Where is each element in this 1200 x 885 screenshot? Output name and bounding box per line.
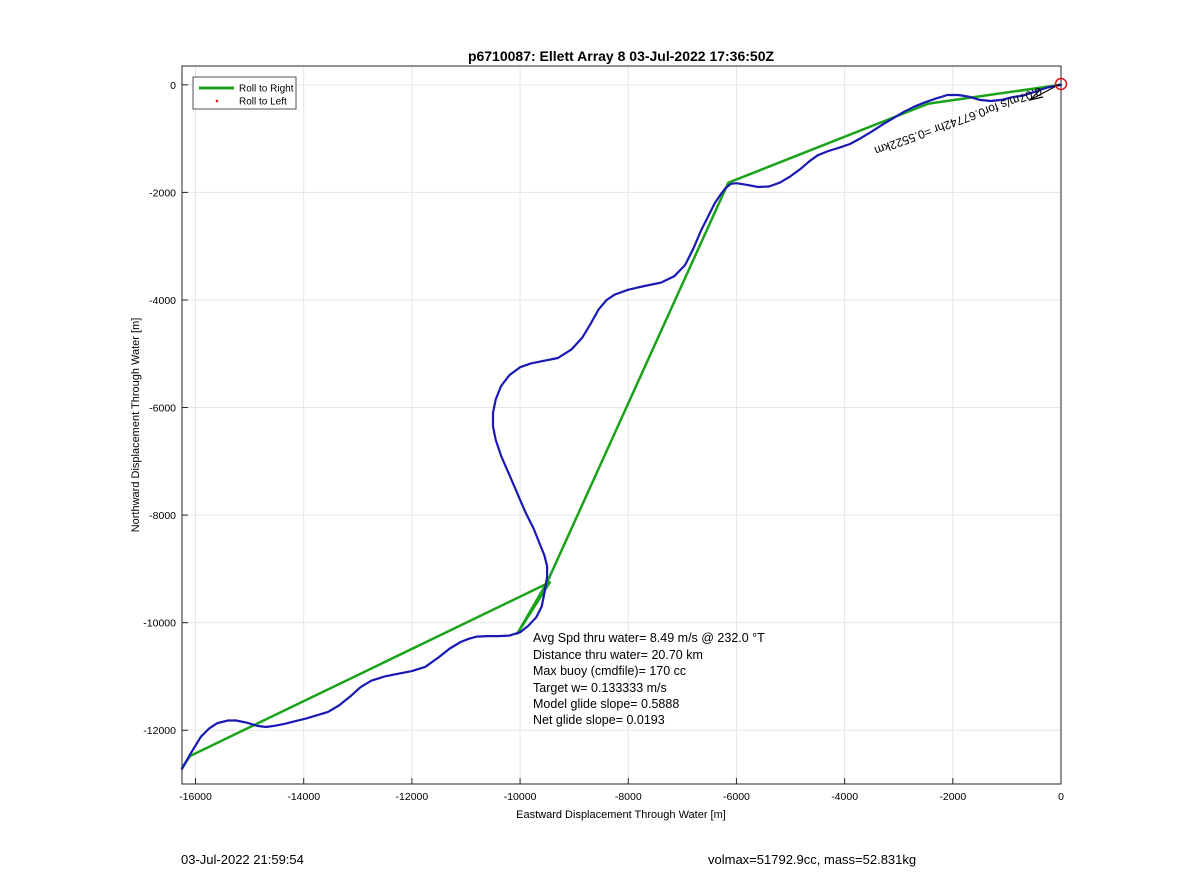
y-tick-label: -10000 bbox=[143, 618, 176, 630]
legend-box bbox=[192, 76, 297, 110]
chart-title: p6710087: Ellett Array 8 03-Jul-2022 17:… bbox=[468, 48, 775, 64]
y-tick-label: -6000 bbox=[149, 403, 176, 415]
grid bbox=[182, 66, 1062, 784]
legend-marker-roll-left bbox=[215, 99, 219, 103]
surface-arrow bbox=[1028, 83, 1061, 102]
x-tick-label: -10000 bbox=[504, 791, 537, 803]
x-tick-label: -4000 bbox=[831, 791, 858, 803]
y-tick-label: -4000 bbox=[149, 295, 176, 307]
surface-arrow-shaft bbox=[1029, 83, 1061, 101]
stat-model-glide: Model glide slope= 0.5888 bbox=[533, 697, 679, 711]
series-line-track bbox=[180, 83, 1063, 771]
series-layer bbox=[180, 83, 1063, 771]
stat-target-w: Target w= 0.133333 m/s bbox=[533, 681, 667, 695]
y-tick-label: -2000 bbox=[149, 187, 176, 199]
legend-label-roll-left: Roll to Left bbox=[239, 97, 287, 108]
x-tick-label: 0 bbox=[1058, 791, 1064, 803]
surface-arrow-head bbox=[1028, 89, 1044, 102]
stat-net-glide: Net glide slope= 0.0193 bbox=[533, 713, 665, 727]
y-axis-label: Northward Displacement Through Water [m] bbox=[130, 318, 142, 533]
x-tick-label: -14000 bbox=[287, 791, 320, 803]
x-tick-label: -8000 bbox=[615, 791, 642, 803]
footer-timestamp: 03-Jul-2022 21:59:54 bbox=[181, 852, 304, 867]
x-tick-label: -6000 bbox=[723, 791, 750, 803]
legend-label-roll-right: Roll to Right bbox=[239, 84, 294, 95]
axis-ticks: -16000 -14000 -12000 -10000 -8000 -6000 -4000 -… bbox=[143, 80, 1064, 803]
y-tick-label: -12000 bbox=[143, 725, 176, 737]
x-tick-label: -16000 bbox=[179, 791, 212, 803]
y-tick-label: -8000 bbox=[149, 510, 176, 522]
stat-avg-speed: Avg Spd thru water= 8.49 m/s @ 232.0 °T bbox=[533, 631, 765, 645]
plot-frame bbox=[181, 65, 1062, 785]
legend: Roll to Right Roll to Left bbox=[192, 76, 297, 110]
x-tick-label: -12000 bbox=[396, 791, 429, 803]
y-tick-label: 0 bbox=[170, 80, 176, 92]
x-axis-label: Eastward Displacement Through Water [m] bbox=[516, 809, 726, 821]
footer-volmax-mass: volmax=51792.9cc, mass=52.831kg bbox=[708, 852, 917, 867]
stat-distance: Distance thru water= 20.70 km bbox=[533, 648, 703, 662]
x-tick-label: -2000 bbox=[939, 791, 966, 803]
stats-annotation: Avg Spd thru water= 8.49 m/s @ 232.0 °T … bbox=[533, 631, 765, 727]
stat-max-buoy: Max buoy (cmdfile)= 170 cc bbox=[533, 664, 686, 678]
end-position-marker bbox=[1054, 77, 1068, 91]
